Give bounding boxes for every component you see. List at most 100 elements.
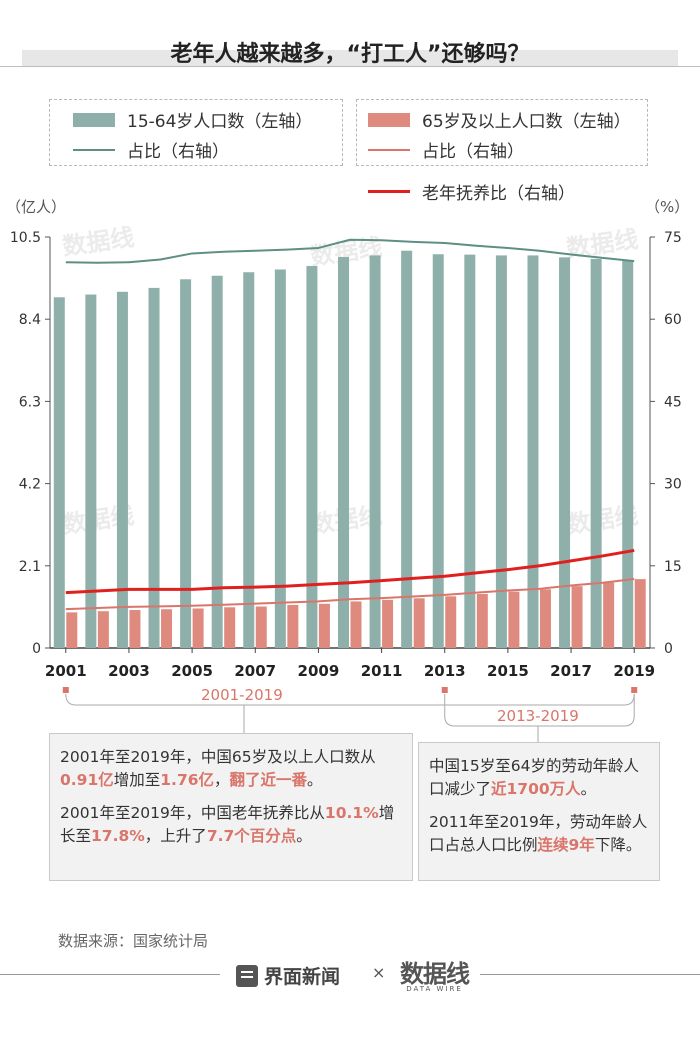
bar-elderly	[382, 599, 394, 648]
partner-logo-sub: DATA WIRE	[406, 985, 463, 993]
legend-box-elderly	[356, 99, 648, 166]
range-label-left: 2001-2019	[201, 686, 283, 704]
bar-working-age	[211, 275, 223, 648]
legend-swatch-dependency-line	[368, 190, 410, 193]
bar-elderly	[350, 601, 362, 648]
left-axis-tick-label: 4.2	[19, 477, 41, 493]
line-working-share	[65, 238, 635, 264]
legend-item-elderly: 65岁及以上人口数（左轴）	[368, 107, 631, 132]
right-axis-tick-label: 75	[664, 230, 682, 246]
bar-working-age	[622, 260, 634, 648]
note-box-left: 2001年至2019年，中国65岁及以上人口数从0.91亿增加至1.76亿，翻了…	[49, 733, 413, 881]
x-axis-tick-label: 2007	[234, 662, 276, 680]
bar-elderly	[287, 604, 299, 648]
right-axis-tick-label: 45	[664, 394, 682, 410]
legend-label-dependency: 老年抚养比（右轴）	[422, 184, 575, 204]
left-axis-tick-label: 2.1	[19, 559, 41, 575]
range-label-right: 2013-2019	[497, 707, 579, 725]
note-right-paragraph-1: 中国15岁至64岁的劳动年龄人口减少了近1700万人。	[429, 757, 639, 798]
bar-elderly	[539, 589, 551, 648]
bar-working-age	[401, 250, 413, 648]
x-axis-tick-label: 2011	[361, 662, 403, 680]
x-axis-tick-label: 2001	[45, 662, 87, 680]
bar-working-age	[306, 265, 318, 648]
legend-label-working-share: 占比（右轴）	[127, 142, 229, 162]
right-axis-unit: （%）	[645, 198, 690, 216]
legend-item-working-age: 15-64岁人口数（左轴）	[73, 107, 312, 132]
legend-swatch-elderly-bar	[368, 112, 410, 127]
bracket-marker-2001	[62, 687, 69, 693]
line-dependency-ratio	[65, 548, 635, 595]
x-axis-tick-label: 2013	[424, 662, 466, 680]
x-axis-tick-label: 2015	[487, 662, 529, 680]
bar-working-age	[590, 258, 602, 648]
right-axis-tick-label: 60	[664, 312, 682, 328]
bar-elderly	[192, 608, 204, 648]
right-axis-tick-label: 15	[664, 559, 682, 575]
right-axis-tick-label: 0	[664, 641, 673, 657]
bar-working-age	[180, 279, 192, 648]
bar-working-age	[432, 254, 444, 649]
bar-elderly	[413, 598, 425, 648]
footer: 界面新闻 × 数据线 DATA WIRE	[0, 952, 700, 997]
note-right-paragraph-2: 2011年至2019年，劳动年龄人口占总人口比例连续9年下降。	[429, 813, 648, 854]
bar-working-age	[148, 287, 160, 648]
bar-working-age	[369, 255, 381, 648]
bar-working-age	[559, 257, 571, 648]
x-axis-tick-label: 2017	[550, 662, 592, 680]
bar-working-age	[116, 291, 128, 648]
partner-logo-mark: 数据线	[400, 960, 470, 988]
data-source: 数据来源：国家统计局	[58, 932, 209, 950]
bar-elderly	[508, 591, 520, 648]
bar-elderly	[255, 606, 267, 648]
left-axis-tick-label: 6.3	[19, 394, 41, 410]
bar-elderly	[224, 607, 236, 648]
footer-times: ×	[372, 963, 386, 982]
x-axis-tick-label: 2005	[171, 662, 213, 680]
bar-working-age	[85, 294, 97, 648]
bar-elderly	[161, 609, 173, 648]
left-axis-tick-label: 0	[32, 641, 41, 657]
bracket-2001-2019	[65, 693, 635, 706]
bar-elderly	[571, 586, 583, 648]
legend-item-dependency: 老年抚养比（右轴）	[368, 179, 575, 204]
note-box-right: 中国15岁至64岁的劳动年龄人口减少了近1700万人。 2011年至2019年，…	[418, 742, 660, 881]
bar-elderly	[97, 611, 109, 648]
partner-logo: 数据线 DATA WIRE	[400, 954, 470, 993]
bar-working-age	[53, 297, 65, 648]
title-band: 老年人越来越多，“打工人”还够吗？	[0, 36, 700, 67]
chart-svg: 0 2.1 4.2 6.3 8.4 10.5 0 15 30 45 60 75 2001 2003 2005…	[10, 230, 682, 742]
note-left-paragraph-2: 2001年至2019年，中国老年抚养比从10.1%增长至17.8%，上升了7.7…	[60, 804, 395, 845]
line-elderly-share	[65, 577, 635, 611]
bar-working-age	[495, 255, 507, 648]
brand-logo-icon	[236, 964, 258, 987]
bar-working-age	[243, 272, 255, 648]
bar-elderly	[603, 582, 615, 648]
brand-logo: 界面新闻	[236, 962, 340, 989]
title-rule	[0, 66, 700, 67]
footer-rule-left	[0, 974, 220, 975]
right-axis-tick-label: 30	[664, 477, 682, 493]
bracket-marker-2013	[441, 687, 448, 693]
bracket-2013-2019	[444, 694, 635, 727]
bar-elderly	[318, 603, 330, 648]
legend-box-working	[49, 99, 343, 166]
note-left-paragraph-1: 2001年至2019年，中国65岁及以上人口数从0.91亿增加至1.76亿，翻了…	[60, 748, 376, 789]
brand-name: 界面新闻	[264, 966, 341, 988]
bar-elderly	[476, 593, 488, 648]
x-axis-tick-label: 2009	[298, 662, 340, 680]
bar-elderly	[66, 612, 78, 648]
bar-elderly	[129, 610, 141, 648]
legend-item-working-share: 占比（右轴）	[73, 137, 229, 162]
bar-working-age	[338, 256, 349, 648]
bar-working-age	[274, 269, 286, 648]
legend-swatch-elderly-line	[368, 148, 410, 151]
legend-label-elderly-share: 占比（右轴）	[422, 142, 524, 162]
legend-swatch-working-line	[73, 148, 115, 151]
bar-working-age	[527, 255, 539, 648]
bar-elderly	[634, 579, 646, 648]
left-axis-unit: （亿人）	[6, 198, 67, 216]
bar-working-age	[464, 254, 476, 648]
legend-label-elderly: 65岁及以上人口数（左轴）	[422, 112, 631, 132]
left-axis-tick-label: 8.4	[19, 312, 41, 328]
